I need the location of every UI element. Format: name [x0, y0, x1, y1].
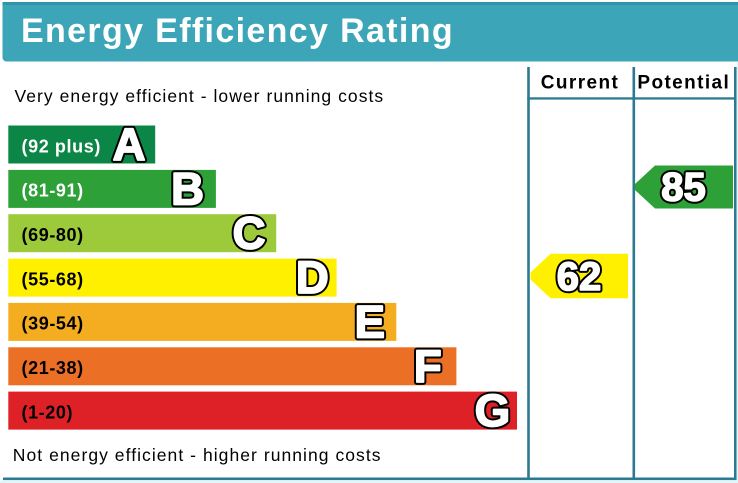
svg-text:(21-38): (21-38): [22, 358, 84, 378]
svg-text:B: B: [171, 163, 204, 214]
svg-text:F: F: [414, 341, 442, 392]
svg-text:D: D: [296, 252, 329, 303]
svg-text:D: D: [296, 252, 329, 303]
svg-text:A: A: [113, 119, 146, 170]
svg-text:(1-20): (1-20): [22, 402, 74, 422]
svg-text:85: 85: [661, 166, 706, 210]
svg-text:Very energy efficient - lower: Very energy efficient - lower running co…: [15, 86, 385, 106]
svg-text:(69-80): (69-80): [22, 225, 84, 245]
svg-text:C: C: [233, 208, 266, 259]
svg-text:Not energy efficient - higher: Not energy efficient - higher running co…: [13, 445, 382, 465]
svg-text:G: G: [475, 385, 510, 436]
svg-text:A: A: [113, 119, 146, 170]
svg-text:(39-54): (39-54): [22, 314, 84, 334]
svg-text:B: B: [171, 163, 204, 214]
svg-text:F: F: [414, 341, 442, 392]
svg-text:62: 62: [557, 255, 602, 299]
svg-text:Energy Efficiency Rating: Energy Efficiency Rating: [21, 12, 454, 50]
svg-text:85: 85: [661, 166, 706, 210]
svg-text:Potential: Potential: [637, 72, 730, 93]
svg-text:E: E: [355, 296, 385, 347]
svg-text:62: 62: [557, 255, 602, 299]
svg-text:G: G: [475, 385, 510, 436]
svg-text:E: E: [355, 296, 385, 347]
svg-text:C: C: [233, 208, 266, 259]
svg-text:(81-91): (81-91): [22, 181, 84, 201]
svg-text:(92 plus): (92 plus): [22, 136, 101, 156]
svg-text:Current: Current: [541, 72, 619, 93]
svg-text:(55-68): (55-68): [22, 269, 84, 289]
